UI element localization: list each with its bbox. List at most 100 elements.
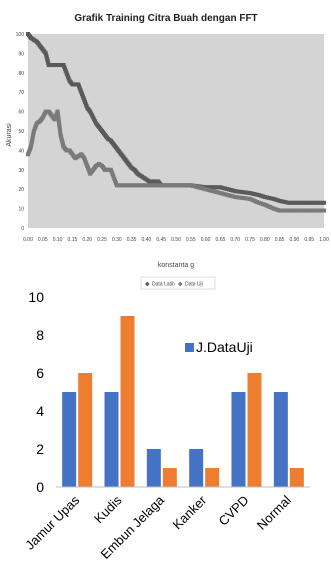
- chart1-x-tick-label: 0.95: [304, 237, 314, 243]
- chart1-x-tick-label: 0.10: [53, 237, 63, 243]
- chart1-point: [307, 200, 312, 205]
- chart1-point: [277, 208, 282, 213]
- chart1-point: [252, 192, 257, 197]
- chart1-point: [319, 208, 324, 213]
- chart1-y-tick-label: 10: [18, 207, 24, 213]
- chart1-point: [243, 190, 248, 195]
- chart2-bar: [120, 316, 135, 487]
- chart1-point: [279, 199, 284, 204]
- chart1-point: [138, 183, 143, 188]
- chart1-point: [152, 183, 157, 188]
- chart2-bar: [78, 373, 93, 487]
- chart1-point: [302, 200, 307, 205]
- legend-swatch-j-datauji: [185, 343, 194, 352]
- chart1-point: [171, 183, 176, 188]
- chart1-point: [205, 187, 210, 192]
- chart1-point: [56, 118, 61, 123]
- chart1-point: [197, 185, 202, 190]
- chart1-point: [296, 208, 301, 213]
- chart1-point: [110, 172, 115, 177]
- chart2-y-tick-label: 8: [36, 327, 44, 343]
- chart1-point: [235, 189, 240, 194]
- legend-marker-data-uji: ◆: [178, 282, 183, 288]
- chart1-point: [311, 208, 316, 213]
- chart1-point: [205, 185, 210, 190]
- chart1-y-tick-label: 0: [21, 226, 24, 232]
- chart1-point: [241, 190, 246, 195]
- chart1-legend-box: [140, 276, 216, 290]
- chart1-point: [214, 185, 219, 190]
- chart1-point: [176, 183, 181, 188]
- chart1-series-1: [26, 109, 326, 213]
- chart1-series-0: [26, 32, 326, 205]
- chart1-point: [195, 184, 200, 189]
- chart1-point: [163, 183, 168, 188]
- chart2-bar: [162, 468, 177, 487]
- chart2-bar: [146, 449, 161, 487]
- chart1-point: [245, 190, 250, 195]
- chart1-point: [228, 193, 233, 198]
- chart1-point: [203, 187, 208, 192]
- chart1-x-tick-label: 0.65: [216, 237, 226, 243]
- chart1-point: [254, 192, 259, 197]
- chart1-point: [148, 183, 153, 188]
- chart1-point: [108, 167, 113, 172]
- chart1-point: [142, 183, 147, 188]
- chart1-point: [165, 183, 170, 188]
- chart1-point: [322, 208, 326, 213]
- chart2-category-label: Jamur Upas: [22, 492, 83, 553]
- chart1-point: [201, 186, 206, 191]
- chart1-point: [235, 195, 240, 200]
- chart2-bar: [289, 468, 304, 487]
- chart1-point: [140, 183, 145, 188]
- chart1-point: [294, 208, 299, 213]
- chart1-point: [121, 183, 126, 188]
- chart1-point: [127, 183, 132, 188]
- chart1-point: [131, 183, 136, 188]
- chart1-point: [56, 116, 61, 121]
- legend-label-data-latih: Data Latih: [152, 282, 175, 288]
- chart1-point: [220, 191, 225, 196]
- chart1-point: [199, 186, 204, 191]
- chart2-y-tick-label: 6: [36, 365, 44, 381]
- chart1-point: [304, 200, 309, 205]
- chart1-point: [180, 183, 185, 188]
- chart1-x-tick-label: 0.60: [201, 237, 211, 243]
- chart1-point: [282, 199, 287, 204]
- chart1-point: [29, 142, 34, 147]
- chart1-point: [135, 183, 140, 188]
- chart1-xlabel: konstanta g: [158, 262, 194, 269]
- chart1-point: [55, 109, 60, 114]
- chart1-x-tick-label: 0.40: [142, 237, 152, 243]
- chart1-point: [57, 123, 62, 128]
- chart1-point: [167, 183, 172, 188]
- legend-marker-data-latih: ◆: [145, 282, 150, 288]
- chart1-point: [216, 185, 221, 190]
- chart1-point: [113, 181, 118, 186]
- chart1-point: [313, 208, 318, 213]
- chart2-bar: [205, 468, 220, 487]
- chart1-point: [265, 195, 270, 200]
- chart1-point: [190, 183, 195, 188]
- chart1-point: [231, 188, 236, 193]
- chart1-point: [243, 196, 248, 201]
- chart1-point: [298, 208, 303, 213]
- chart1-point: [307, 208, 312, 213]
- chart1-point: [31, 131, 36, 136]
- chart1-x-tick-label: 0.35: [127, 237, 137, 243]
- chart1-x-tick-label: 0.50: [171, 237, 181, 243]
- chart1-point: [28, 144, 33, 149]
- chart1-point: [178, 183, 183, 188]
- chart1-x-tick-label: 1.00: [319, 237, 329, 243]
- chart1-point: [182, 183, 187, 188]
- chart1-point: [224, 186, 229, 191]
- chart2-y-tick-label: 0: [36, 479, 44, 495]
- chart1-point: [226, 193, 231, 198]
- chart1-title: Grafik Training Citra Buah dengan FFT: [74, 13, 257, 24]
- chart2-category-label: Kanker: [170, 492, 210, 532]
- chart1-y-tick-label: 60: [18, 110, 24, 116]
- chart1-point: [57, 128, 62, 133]
- chart1-point: [144, 183, 149, 188]
- chart1-point: [300, 208, 305, 213]
- chart1-point: [224, 192, 229, 197]
